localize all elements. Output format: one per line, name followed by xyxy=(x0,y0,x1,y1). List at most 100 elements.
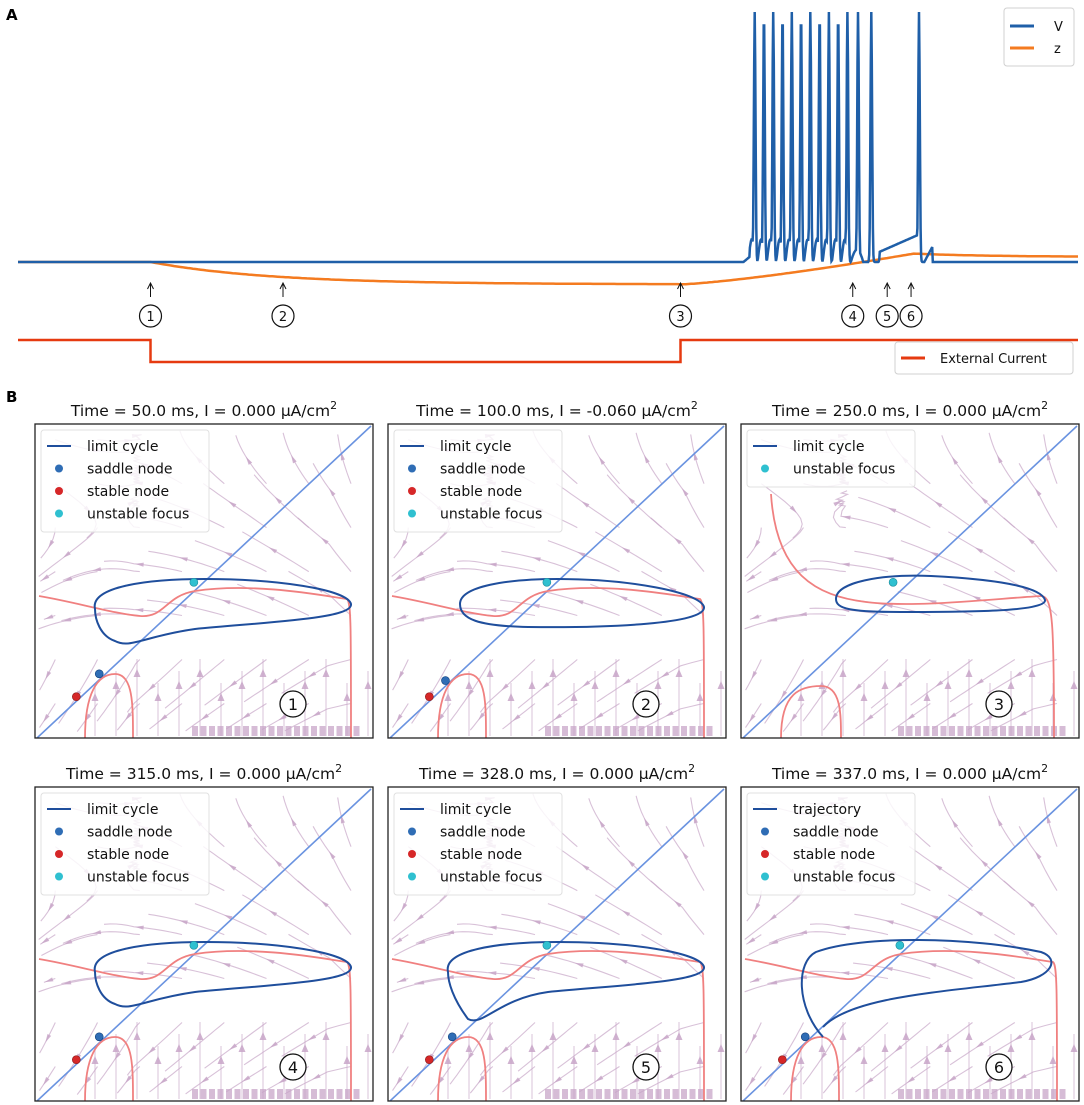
streamline-arrow xyxy=(45,1033,52,1043)
legend-label: stable node xyxy=(793,847,875,863)
streamline-arrow xyxy=(1025,1089,1032,1099)
streamline-arrow xyxy=(991,1089,998,1099)
streamline-arrow xyxy=(44,977,54,983)
streamline-arrow xyxy=(134,971,144,976)
streamline-arrow xyxy=(266,595,275,602)
streamline-arrow xyxy=(401,539,408,549)
saddle-node-marker xyxy=(441,676,450,685)
streamline-arrow xyxy=(322,1032,330,1040)
subplot-number-badge xyxy=(279,690,307,718)
streamline-arrow xyxy=(820,1051,827,1061)
streamline-arrow xyxy=(902,669,910,677)
streamline-arrow xyxy=(949,726,955,736)
subplot-legend: trajectory saddle node stable node unstable… xyxy=(746,792,916,896)
streamline-arrow xyxy=(818,681,826,689)
streamline-arrow xyxy=(587,1089,594,1099)
streamline-arrow xyxy=(768,551,777,558)
streamline-arrow xyxy=(486,1032,494,1040)
streamline-arrow xyxy=(948,712,957,719)
streamline-arrow xyxy=(48,902,55,912)
panel-label-b: B xyxy=(6,388,17,406)
streamline-arrow xyxy=(196,669,204,677)
streamline-arrow xyxy=(894,682,903,689)
streamline-arrow xyxy=(717,681,725,689)
subplot-frame xyxy=(34,786,374,1102)
streamline-arrow xyxy=(665,710,674,717)
red-nullcline-lower xyxy=(780,685,842,738)
time-marker-3: 3 xyxy=(668,281,693,328)
subplot-number-badge xyxy=(632,690,660,718)
streamline-arrow xyxy=(328,851,336,860)
streamline-arrow xyxy=(134,608,144,613)
legend-swatch-dot xyxy=(55,872,63,881)
legend-label: limit cycle xyxy=(440,439,511,455)
streamline-arrow xyxy=(320,900,329,908)
limit-cycle-curve xyxy=(834,574,1046,614)
streamline-arrow xyxy=(1026,900,1035,908)
streamline-arrow xyxy=(841,562,850,567)
marker-number: 4 xyxy=(849,310,857,325)
streamline-arrow xyxy=(1070,681,1078,689)
streamline xyxy=(235,435,267,485)
streamline-arrow xyxy=(798,567,808,572)
time-marker-6: 6 xyxy=(899,281,923,328)
streamline-arrow xyxy=(353,1089,360,1099)
streamline-arrow xyxy=(319,726,326,736)
streamline-arrow xyxy=(229,680,238,688)
streamline-arrow xyxy=(307,671,317,678)
streamline-arrow xyxy=(887,507,897,513)
streamline-arrow xyxy=(749,1077,756,1086)
streamline-arrow xyxy=(311,726,317,736)
voltage-trace xyxy=(18,11,1078,265)
streamline-arrow xyxy=(488,925,497,930)
subplot-title-superscript: 2 xyxy=(691,399,698,412)
streamline-arrow xyxy=(285,1089,292,1099)
streamline-arrow xyxy=(621,547,631,554)
phase-plane-1: Time = 50.0 ms, I = 0.000 μA/cm2 limit cy… xyxy=(34,399,374,739)
subplot-number: 1 xyxy=(288,695,298,714)
streamline-arrow xyxy=(790,713,798,722)
streamline-arrow xyxy=(1026,537,1035,545)
streamline-arrow xyxy=(1013,1034,1023,1041)
unstable-focus-marker xyxy=(542,940,552,950)
streamline-arrow xyxy=(798,612,807,617)
subplot-title: Time = 100.0 ms, I = -0.060 μA/cm2 xyxy=(415,399,698,420)
streamline xyxy=(148,550,225,573)
legend-swatch-dot xyxy=(761,827,769,836)
streamline-arrow xyxy=(221,962,231,968)
streamline xyxy=(641,933,705,979)
streamline-arrow xyxy=(923,1056,931,1064)
streamline-arrow xyxy=(627,859,636,868)
streamline-arrow xyxy=(991,726,998,736)
streamline-arrow xyxy=(159,714,168,722)
marker-arrow-head xyxy=(849,281,857,290)
streamline-arrow xyxy=(41,574,50,581)
streamline xyxy=(415,568,493,581)
streamline-arrow xyxy=(929,551,939,558)
streamline-arrow xyxy=(1007,1044,1015,1052)
streamline-arrow xyxy=(638,1089,645,1099)
streamline-arrow xyxy=(975,678,984,685)
streamline-arrow xyxy=(654,1044,662,1052)
legend-swatch-dot xyxy=(55,850,63,858)
streamline-arrow xyxy=(478,712,485,721)
legend-label: stable node xyxy=(87,847,169,863)
subplot-title: Time = 315.0 ms, I = 0.000 μA/cm2 xyxy=(65,762,342,783)
streamline-arrow xyxy=(532,920,541,925)
subplot-title-superscript: 2 xyxy=(688,762,695,775)
streamline-arrow xyxy=(242,712,251,719)
streamline-arrow xyxy=(175,1044,183,1052)
red-nullcline xyxy=(38,587,352,738)
streamline-arrow xyxy=(328,1089,334,1099)
unstable-focus-marker xyxy=(542,577,552,587)
red-nullcline-lower xyxy=(84,1036,134,1101)
streamline-arrow xyxy=(833,500,842,507)
legend-swatch-dot xyxy=(408,827,416,836)
streamline xyxy=(415,931,493,944)
streamline-arrow xyxy=(319,1089,326,1099)
streamline-arrow xyxy=(935,1043,944,1051)
streamline xyxy=(281,658,352,694)
limit-cycle-curve xyxy=(93,940,352,1008)
streamline-arrow xyxy=(768,914,777,921)
marker-circle xyxy=(138,304,163,328)
